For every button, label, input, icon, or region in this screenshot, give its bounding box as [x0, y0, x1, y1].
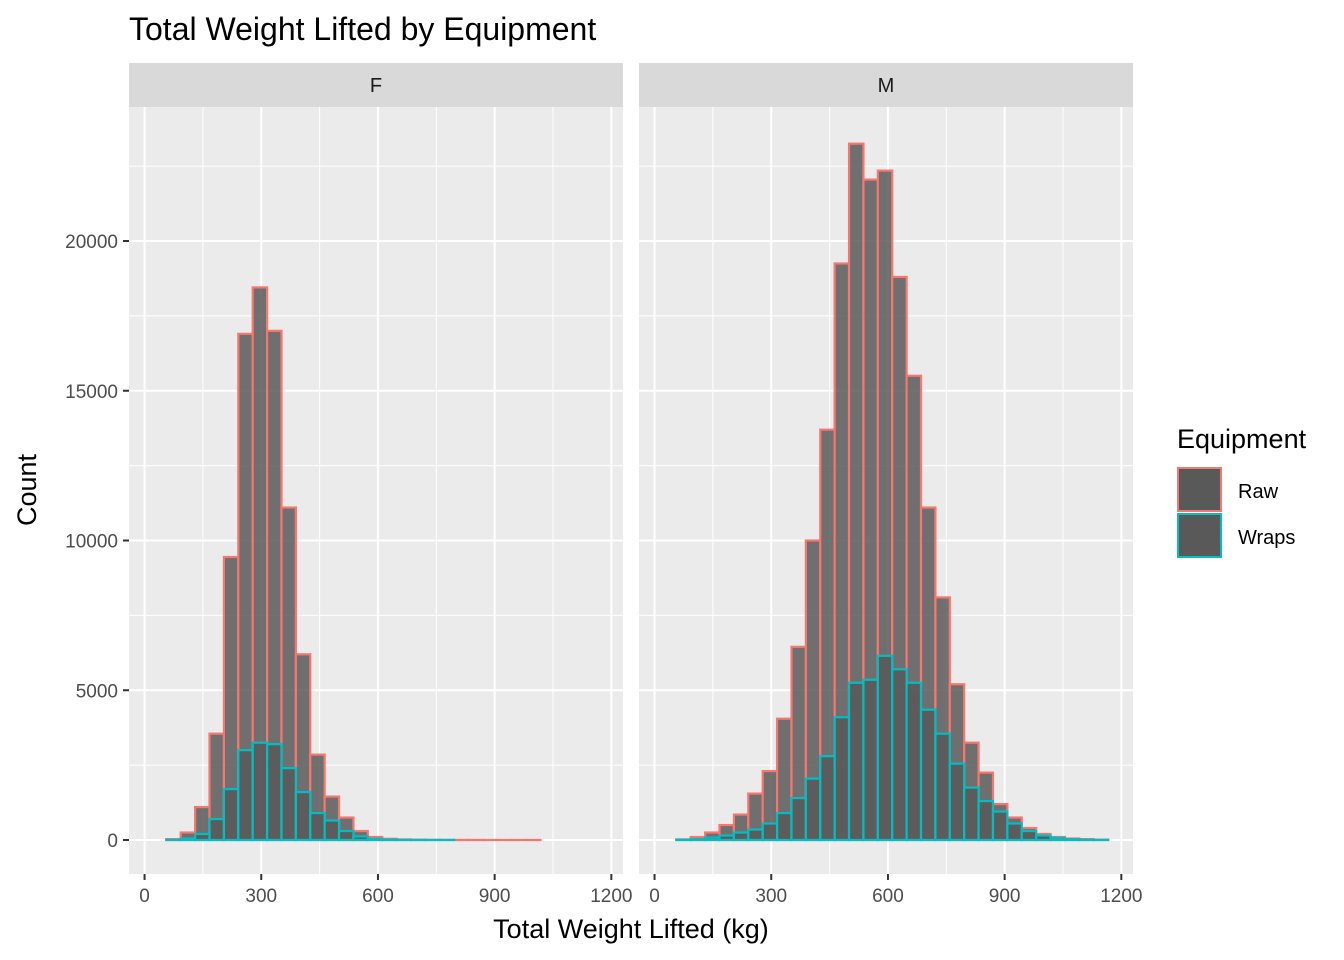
strip-label-F: F [370, 75, 382, 97]
bar-F-wraps [280, 767, 297, 842]
legend-label-raw: Raw [1238, 481, 1279, 503]
bar-M-wraps [718, 834, 736, 842]
bar-M-wraps [833, 716, 851, 842]
bar-M-wraps [747, 828, 764, 842]
panel-F: F [129, 63, 623, 874]
bar-M-wraps [1035, 834, 1052, 842]
bar-F-wraps [237, 749, 254, 842]
bar-M-wraps [991, 810, 1009, 842]
bar-F-wraps [222, 787, 240, 842]
legend: Equipment Raw Wraps [1177, 424, 1307, 558]
bar-M-wraps [704, 836, 721, 842]
bar-F-wraps [337, 829, 355, 842]
x-tick-label: 300 [755, 886, 787, 907]
bar-M-wraps [775, 811, 793, 842]
strip-label-M: M [878, 75, 895, 97]
x-axis-F: 0 300 600 900 1200 [139, 874, 632, 907]
legend-title: Equipment [1177, 424, 1307, 454]
y-axis-title: Count [12, 453, 42, 526]
x-tick-label: 600 [872, 886, 904, 907]
bar-M-wraps [1006, 822, 1023, 842]
y-tick-label: 5000 [76, 681, 118, 702]
bar-M-wraps [905, 681, 923, 842]
panel-M: M [639, 63, 1133, 874]
x-tick-label: 300 [245, 886, 277, 907]
y-tick-label: 0 [107, 831, 118, 852]
bar-M-wraps [963, 786, 980, 842]
bar-F-wraps [194, 832, 211, 842]
x-axis-M: 0 300 600 900 1200 [649, 874, 1142, 907]
chart-title: Total Weight Lifted by Equipment [129, 11, 596, 47]
bar-M-wraps [1063, 838, 1081, 842]
legend-key-wraps [1177, 513, 1222, 558]
bar-M-wraps [862, 678, 879, 842]
bar-M-wraps [804, 777, 822, 842]
bar-F-wraps [366, 837, 384, 842]
x-axis-title: Total Weight Lifted (kg) [493, 914, 769, 944]
bar-F-wraps [352, 835, 369, 842]
bar-M-wraps [891, 668, 908, 842]
bar-F-wraps [265, 743, 283, 842]
y-axis: 0 5000 10000 15000 20000 [65, 232, 129, 852]
bars-F [165, 286, 542, 842]
x-tick-label: 1200 [590, 886, 632, 907]
x-tick-label: 1200 [1100, 886, 1142, 907]
strip-M [639, 63, 1133, 107]
bar-F-wraps [208, 817, 226, 842]
x-tick-label: 900 [989, 886, 1021, 907]
bar-M-wraps [689, 838, 707, 842]
bar-F-wraps [323, 819, 341, 842]
bar-M-wraps [919, 708, 937, 842]
bar-M-wraps [948, 762, 966, 842]
strip-F [129, 63, 623, 107]
bar-M-wraps [934, 732, 951, 842]
x-tick-label: 600 [362, 886, 394, 907]
legend-key-raw [1177, 467, 1222, 512]
y-tick-label: 10000 [65, 532, 118, 553]
y-tick-label: 15000 [65, 382, 118, 403]
bar-F-wraps [251, 741, 269, 842]
x-tick-label: 900 [479, 886, 511, 907]
bar-F-wraps [309, 811, 326, 842]
bar-M-wraps [819, 755, 836, 842]
bar-M-wraps [977, 799, 995, 842]
bar-M-wraps [790, 796, 807, 842]
bars-M [675, 142, 1110, 842]
bar-F-wraps [179, 837, 197, 842]
x-tick-label: 0 [649, 886, 660, 907]
legend-label-wraps: Wraps [1238, 527, 1295, 549]
x-tick-label: 0 [139, 886, 150, 907]
y-tick-label: 20000 [65, 232, 118, 253]
bar-M-wraps [876, 654, 894, 842]
bar-M-wraps [1020, 829, 1038, 842]
bar-M-wraps [732, 831, 750, 842]
bar-F-wraps [294, 790, 312, 842]
bar-M-wraps [761, 822, 779, 842]
bar-M-wraps [1049, 836, 1067, 842]
bar-M-wraps [847, 681, 865, 842]
